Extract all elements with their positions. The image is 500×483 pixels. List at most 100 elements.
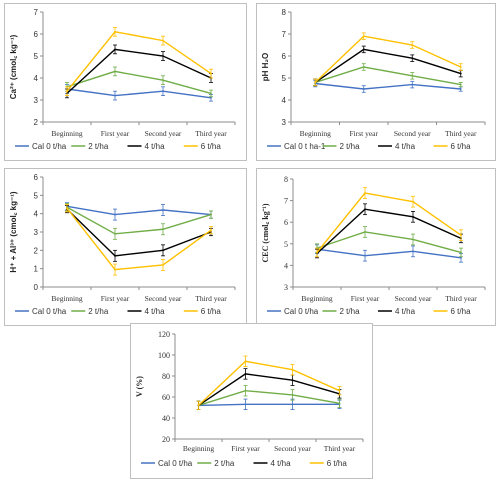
data-point: [197, 404, 200, 407]
series-6-t-ha: [65, 26, 213, 96]
series-6-t-ha: [196, 355, 342, 410]
legend: Cal 0 t/ha 2 t/ha 4 t/ha 6 t/ha: [267, 307, 471, 316]
chart-svg-calcium: 2 3 4 5 6 7 Beginning First year Second year Thir…: [9, 8, 236, 151]
legend-label-4-t-ha: 4 t/ha: [395, 307, 416, 316]
data-point: [412, 200, 414, 203]
y-tick-label: 3: [34, 228, 39, 237]
series-cal-0-t-ha-1: [313, 79, 463, 93]
legend: Cal 0 t ha-1 2 t/ha 4 t/ha 6 t/ha: [267, 142, 471, 151]
data-point: [114, 48, 116, 51]
series-line-6-t-ha: [314, 35, 462, 83]
chart-panel-base-saturation: 20 40 60 80 100 120 Beginning First year Second …: [130, 323, 373, 479]
legend-label-2-t-ha: 2 t/ha: [340, 307, 361, 316]
data-point: [362, 66, 365, 68]
series-line-6-t-ha: [66, 207, 212, 271]
x-tick-label-first-year: First year: [231, 444, 260, 453]
series-line-6-t-ha: [316, 192, 462, 253]
data-point: [460, 251, 462, 254]
x-tick-label-third-year: Third year: [195, 294, 227, 303]
y-tick-label: 7: [34, 8, 39, 17]
data-point: [114, 232, 116, 235]
chart-svg-ph: 3 4 5 6 7 8 Beginning First year Second year Thir…: [261, 8, 486, 151]
data-point: [460, 234, 462, 237]
legend-label-6-t-ha: 6 t/ha: [451, 142, 472, 151]
data-point: [114, 254, 116, 257]
series-cal-0-t-ha: [65, 84, 213, 102]
data-point: [66, 90, 68, 93]
data-point: [162, 55, 164, 57]
data-point: [412, 215, 414, 218]
data-point: [291, 368, 294, 371]
data-point: [362, 88, 365, 90]
data-point: [244, 373, 247, 375]
data-point: [338, 402, 341, 405]
legend-label-2-t-ha: 2 t/ha: [88, 142, 109, 151]
legend: Cal 0 t/ha 2 t/ha 4 t/ha 6 t/ha: [15, 307, 221, 316]
series-line-2-t-ha: [66, 70, 212, 95]
data-point: [316, 251, 318, 254]
data-point: [460, 256, 462, 259]
chart-svg-cec: 3 4 5 6 7 8 Beginning First year Second year Thir…: [261, 175, 486, 316]
series-4-t-ha: [315, 203, 463, 259]
series-4-t-ha: [65, 44, 213, 99]
y-tick-label: 0: [34, 283, 39, 292]
series-4-t-ha: [65, 205, 213, 262]
y-tick-label: 8: [284, 175, 288, 184]
data-point: [114, 213, 116, 216]
data-point: [162, 90, 164, 93]
series-cal-0-t-ha: [65, 202, 213, 221]
y-tick-label: 60: [162, 393, 170, 402]
series-line-cal-0-t-ha: [66, 88, 212, 99]
data-point: [314, 81, 317, 84]
series-line-2-t-ha: [315, 66, 461, 86]
y-tick-label: 6: [34, 173, 39, 182]
chart-panel-h-al: 0 1 2 3 4 5 6 Beginning First year Second year Thi…: [4, 168, 247, 326]
legend-label-4-t-ha: 4 t/ha: [145, 142, 166, 151]
x-tick-label-first-year: First year: [349, 129, 378, 138]
x-tick-label-first-year: First year: [101, 129, 130, 138]
x-tick-label-second-year: Second year: [395, 294, 432, 303]
series-line-cal-0-t-ha: [66, 205, 212, 216]
y-tick-label: 3: [282, 118, 287, 127]
chart-svg-base-saturation: 20 40 60 80 100 120 Beginning First year Second …: [135, 330, 364, 468]
data-point: [362, 35, 365, 38]
x-tick-label-third-year: Third year: [195, 129, 227, 138]
data-point: [210, 229, 212, 232]
legend-label-cal-0-t-ha-1: Cal 0 t ha-1: [284, 142, 326, 151]
data-point: [210, 72, 212, 75]
data-point: [362, 48, 365, 51]
data-point: [364, 208, 366, 211]
data-point: [114, 94, 116, 97]
legend-label-4-t-ha: 4 t/ha: [145, 307, 166, 316]
y-tick-label: 7: [282, 30, 287, 39]
series-line-2-t-ha: [66, 206, 212, 235]
data-point: [210, 96, 212, 99]
data-point: [66, 207, 68, 210]
y-axis-title: CEC (cmol꜀ kg⁻¹): [261, 203, 270, 262]
legend: Cal 0 t/ha 2 t/ha 4 t/ha 6 t/ha: [141, 459, 347, 468]
series-line-4-t-ha: [198, 373, 340, 406]
y-tick-label: 4: [34, 210, 39, 219]
data-point: [291, 394, 294, 396]
y-tick-label: 2: [34, 118, 39, 127]
series-2-t-ha: [196, 385, 342, 410]
y-axis-title: H⁺ + Al³⁺ (cmol꜀ kg⁻¹): [9, 191, 18, 272]
y-tick-label: 7: [284, 197, 288, 206]
series-2-t-ha: [313, 63, 463, 88]
data-point: [162, 39, 164, 42]
data-point: [162, 264, 164, 266]
x-tick-label-beginning: Beginning: [51, 129, 82, 138]
data-point: [412, 250, 414, 253]
data-point: [114, 70, 116, 73]
series-line-cal-0-t-ha: [316, 248, 462, 259]
data-point: [338, 389, 341, 392]
legend-label-6-t-ha: 6 t/ha: [201, 307, 222, 316]
y-tick-label: 3: [284, 283, 288, 292]
x-tick-label-beginning: Beginning: [183, 444, 214, 453]
series-line-2-t-ha: [316, 231, 462, 254]
series-line-6-t-ha: [198, 360, 340, 406]
series-2-t-ha: [315, 226, 463, 258]
y-tick-label: 2: [34, 246, 39, 255]
y-axis-title: pH H₂O: [261, 53, 270, 81]
series-cal-0-t-ha: [196, 398, 342, 410]
